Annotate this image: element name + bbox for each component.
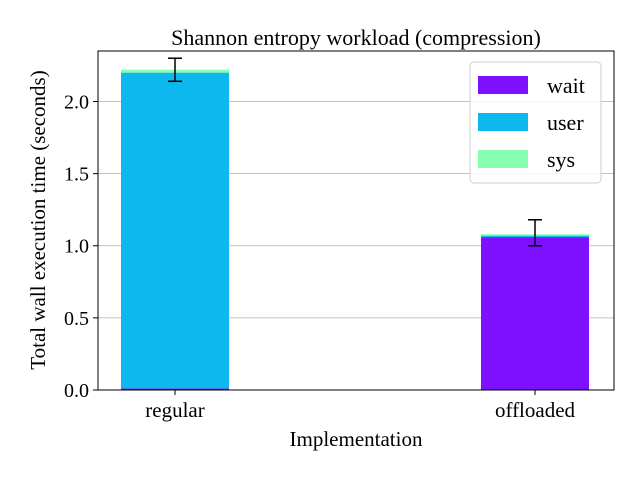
legend-swatch-sys [478,150,528,168]
y-axis: 0.0 0.5 1.0 1.5 2.0 [64,91,98,402]
y-axis-label: Total wall execution time (seconds) [26,70,50,369]
legend-swatch-wait [478,76,528,94]
y-tick-label: 1.5 [64,164,89,186]
y-tick-label: 0.5 [64,308,89,330]
bar-wait-offloaded [481,237,589,390]
bar-user-regular [121,72,229,389]
error-bars [168,57,542,247]
y-tick-label: 2.0 [64,91,89,113]
legend-label-wait: wait [547,73,585,98]
x-axis-label: Implementation [290,427,423,451]
y-tick-label: 0.0 [64,380,89,402]
y-tick-label: 1.0 [64,236,89,258]
legend-label-sys: sys [547,147,575,172]
legend: wait user sys [469,61,602,184]
x-axis: regular offloaded [145,390,576,422]
legend-label-user: user [547,110,584,135]
legend-swatch-user [478,113,528,131]
x-tick-label: offloaded [495,398,576,422]
bar-wait-regular [121,388,229,390]
chart-title: Shannon entropy workload (compression) [171,25,541,50]
x-tick-label: regular [145,398,204,422]
plot-frame [97,50,615,391]
